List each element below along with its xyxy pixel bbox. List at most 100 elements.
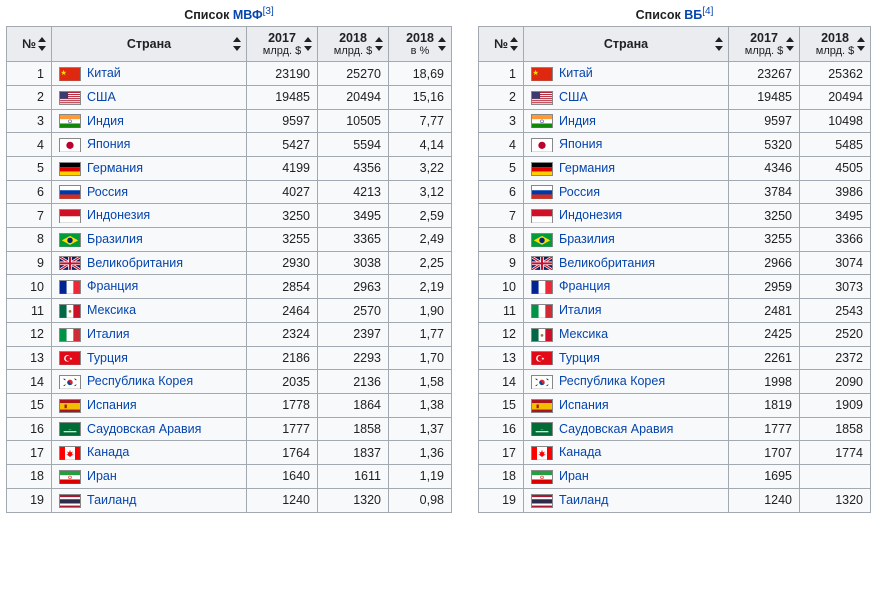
table-row: 7Индонезия32503495 [479, 204, 871, 228]
sort-icon[interactable] [303, 36, 313, 52]
wb-link[interactable]: ВБ [684, 8, 702, 22]
flag-gb-icon [59, 256, 81, 270]
country-link[interactable]: Япония [559, 137, 602, 151]
country-link[interactable]: Индонезия [559, 208, 622, 222]
country-link[interactable]: Германия [87, 161, 143, 175]
col-country-header[interactable]: Страна [52, 27, 247, 62]
flag-in-icon [531, 114, 553, 128]
value-2017: 1778 [247, 394, 318, 418]
table-row: 6Россия37843986 [479, 180, 871, 204]
col-country-header[interactable]: Страна [524, 27, 729, 62]
country-link[interactable]: Великобритания [87, 256, 183, 270]
value-2017: 4346 [729, 156, 800, 180]
country-link[interactable]: Италия [87, 327, 130, 341]
country-link[interactable]: Республика Корея [559, 374, 665, 388]
country-link[interactable]: Россия [87, 185, 128, 199]
value-pct: 2,59 [389, 204, 452, 228]
imf-ref[interactable]: [3] [263, 6, 274, 17]
country-link[interactable]: Республика Корея [87, 374, 193, 388]
value-2017: 9597 [729, 109, 800, 133]
sort-icon[interactable] [856, 36, 866, 52]
country-cell: Индонезия [524, 204, 729, 228]
table-row: 1Китай231902527018,69 [7, 62, 452, 86]
country-link[interactable]: Таиланд [559, 493, 608, 507]
country-cell: Франция [52, 275, 247, 299]
country-link[interactable]: Турция [559, 351, 600, 365]
flag-cn-icon [531, 67, 553, 81]
flag-br-icon [59, 233, 81, 247]
country-cell: Испания [52, 394, 247, 418]
col-2018-header[interactable]: 2018млрд. $ [318, 27, 389, 62]
imf-link[interactable]: МВФ [233, 8, 263, 22]
flag-tr-icon [531, 351, 553, 365]
sort-icon[interactable] [714, 36, 724, 52]
country-link[interactable]: Китай [87, 66, 121, 80]
col-rank-header[interactable]: № [7, 27, 52, 62]
country-link[interactable]: Турция [87, 351, 128, 365]
country-link[interactable]: Канада [87, 445, 129, 459]
country-link[interactable]: Испания [559, 398, 609, 412]
sort-icon[interactable] [37, 36, 47, 52]
value-2017: 3250 [247, 204, 318, 228]
country-link[interactable]: Мексика [559, 327, 608, 341]
sort-icon[interactable] [374, 36, 384, 52]
country-link[interactable]: Таиланд [87, 493, 136, 507]
value-2018: 20494 [800, 85, 871, 109]
country-link[interactable]: Иран [559, 469, 589, 483]
value-2018: 3073 [800, 275, 871, 299]
country-link[interactable]: Бразилия [87, 232, 143, 246]
country-link[interactable]: Индонезия [87, 208, 150, 222]
country-link[interactable]: Иран [87, 469, 117, 483]
value-2017: 9597 [247, 109, 318, 133]
sort-icon[interactable] [437, 36, 447, 52]
sort-icon[interactable] [232, 36, 242, 52]
country-link[interactable]: Саудовская Аравия [559, 422, 673, 436]
value-2017: 2464 [247, 299, 318, 323]
col-2017-header[interactable]: 2017млрд. $ [729, 27, 800, 62]
value-2017: 2261 [729, 346, 800, 370]
country-link[interactable]: Китай [559, 66, 593, 80]
value-pct: 1,38 [389, 394, 452, 418]
country-cell: Индия [524, 109, 729, 133]
sort-icon[interactable] [509, 36, 519, 52]
col-pct-header[interactable]: 2018в % [389, 27, 452, 62]
country-link[interactable]: Италия [559, 303, 602, 317]
sort-icon[interactable] [785, 36, 795, 52]
value-2018: 2372 [800, 346, 871, 370]
value-2018: 3495 [318, 204, 389, 228]
col-rank-header[interactable]: № [479, 27, 524, 62]
country-link[interactable]: США [559, 90, 588, 104]
flag-gb-icon [531, 256, 553, 270]
rank-cell: 11 [7, 299, 52, 323]
value-2018: 1837 [318, 441, 389, 465]
rank-cell: 16 [479, 417, 524, 441]
country-link[interactable]: Германия [559, 161, 615, 175]
country-link[interactable]: Япония [87, 137, 130, 151]
flag-ca-icon [59, 446, 81, 460]
value-pct: 3,22 [389, 156, 452, 180]
country-link[interactable]: Мексика [87, 303, 136, 317]
country-link[interactable]: Индия [559, 114, 596, 128]
country-link[interactable]: Канада [559, 445, 601, 459]
country-link[interactable]: Франция [559, 279, 610, 293]
value-2018: 3074 [800, 251, 871, 275]
col-2018-header[interactable]: 2018млрд. $ [800, 27, 871, 62]
country-link[interactable]: Бразилия [559, 232, 615, 246]
flag-de-icon [531, 162, 553, 176]
country-link[interactable]: США [87, 90, 116, 104]
value-2017: 1777 [729, 417, 800, 441]
country-link[interactable]: Саудовская Аравия [87, 422, 201, 436]
wb-ref[interactable]: [4] [702, 6, 713, 17]
country-link[interactable]: Франция [87, 279, 138, 293]
rank-cell: 14 [479, 370, 524, 394]
rank-cell: 5 [479, 156, 524, 180]
country-link[interactable]: Россия [559, 185, 600, 199]
col-2017-header[interactable]: 2017млрд. $ [247, 27, 318, 62]
country-link[interactable]: Индия [87, 114, 124, 128]
country-link[interactable]: Великобритания [559, 256, 655, 270]
table-row: 11Мексика246425701,90 [7, 299, 452, 323]
value-2018: 1320 [318, 488, 389, 512]
country-link[interactable]: Испания [87, 398, 137, 412]
table-row: 15Испания177818641,38 [7, 394, 452, 418]
rank-cell: 19 [7, 488, 52, 512]
